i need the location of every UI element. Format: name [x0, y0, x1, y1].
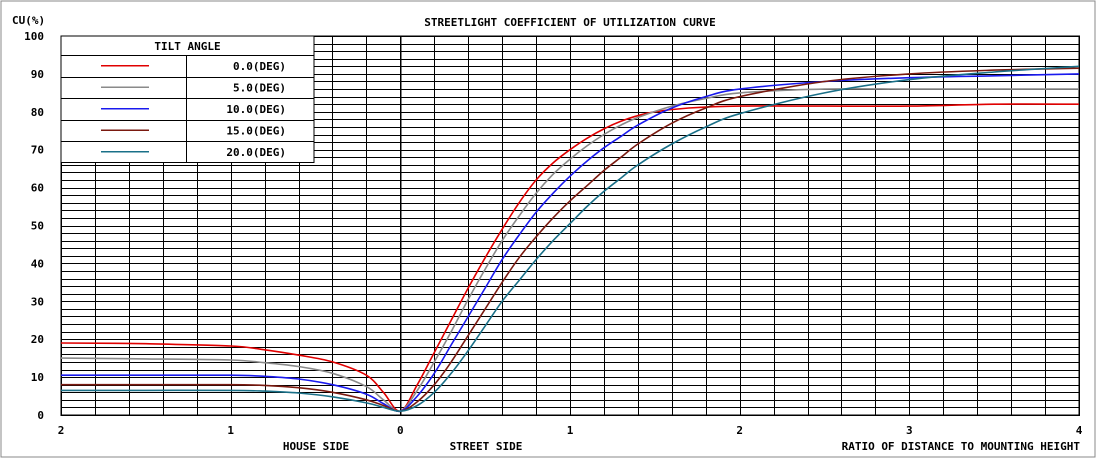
y-tick-label: 0	[37, 409, 44, 422]
x-axis-label: RATIO OF DISTANCE TO MOUNTING HEIGHT	[842, 440, 1081, 453]
x-tick-label: 3	[906, 424, 913, 437]
x-tick-label: 2	[736, 424, 743, 437]
y-tick-label: 40	[31, 257, 44, 270]
y-tick-label: 20	[31, 333, 44, 346]
series-line-4	[61, 65, 1080, 413]
plot-frame	[60, 35, 1080, 416]
x-tick-label: 1	[227, 424, 234, 437]
legend-label-3: 15.0(DEG)	[226, 124, 286, 137]
x-tick-label: 4	[1076, 424, 1083, 437]
y-tick-label: 30	[31, 295, 44, 308]
x-tick-label: 2	[58, 424, 65, 437]
y-tick-labels: 0 10 20 30 40 50 60 70 80 90 100	[24, 30, 44, 422]
chart-title: STREETLIGHT COEFFICIENT OF UTILIZATION C…	[424, 16, 715, 29]
y-tick-label: 90	[31, 68, 44, 81]
y-tick-label: 10	[31, 371, 44, 384]
legend-box	[60, 35, 315, 163]
series-line-0	[60, 103, 1080, 413]
x-tick-label: 1	[567, 424, 574, 437]
x-tick-labels: 2 1 0 1 2 3 4	[58, 424, 1083, 437]
legend-label-0: 0.0(DEG)	[233, 60, 286, 73]
y-tick-label: 50	[31, 220, 44, 233]
legend-label-2: 10.0(DEG)	[226, 103, 286, 116]
series-line-3	[61, 67, 1080, 413]
legend-title: TILT ANGLE	[154, 40, 220, 53]
x-tick-label: 0	[397, 424, 404, 437]
legend-label-4: 20.0(DEG)	[226, 146, 286, 159]
y-tick-label: 100	[24, 30, 44, 43]
y-tick-label: 60	[31, 182, 44, 195]
legend-label-1: 5.0(DEG)	[233, 81, 286, 94]
y-axis-label: CU(%)	[12, 14, 45, 27]
house-side-label: HOUSE SIDE	[283, 440, 349, 453]
series-line-2	[61, 73, 1080, 413]
y-tick-label: 70	[31, 144, 44, 157]
series-line-1	[60, 87, 1079, 413]
series-lines	[60, 65, 1080, 413]
axes	[60, 35, 1080, 416]
legend: TILT ANGLE 0.0(DEG) 5.0(DEG) 10.0(DEG) 15.0(…	[60, 35, 315, 163]
street-side-label: STREET SIDE	[450, 440, 523, 453]
y-tick-label: 80	[31, 106, 44, 119]
